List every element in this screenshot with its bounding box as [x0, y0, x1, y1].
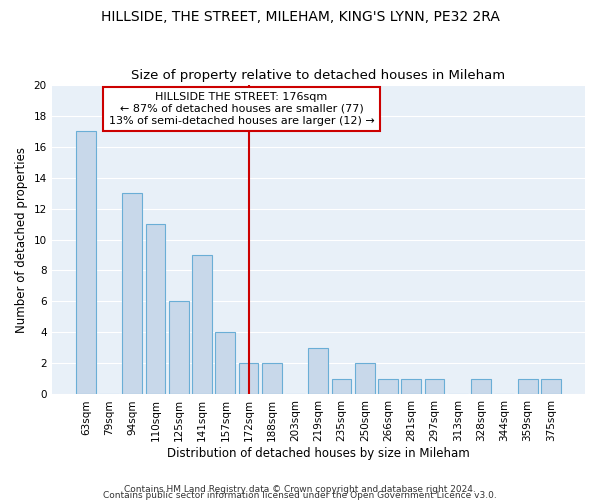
Bar [192, 255, 212, 394]
Bar [541, 379, 561, 394]
Bar [518, 379, 538, 394]
X-axis label: Distribution of detached houses by size in Mileham: Distribution of detached houses by size … [167, 447, 470, 460]
Bar [76, 131, 95, 394]
Text: Contains public sector information licensed under the Open Government Licence v3: Contains public sector information licen… [103, 492, 497, 500]
Bar [146, 224, 166, 394]
Bar [215, 332, 235, 394]
Y-axis label: Number of detached properties: Number of detached properties [15, 146, 28, 332]
Bar [355, 364, 375, 394]
Bar [332, 379, 352, 394]
Title: Size of property relative to detached houses in Mileham: Size of property relative to detached ho… [131, 69, 505, 82]
Bar [308, 348, 328, 395]
Bar [425, 379, 445, 394]
Bar [401, 379, 421, 394]
Text: HILLSIDE THE STREET: 176sqm
← 87% of detached houses are smaller (77)
13% of sem: HILLSIDE THE STREET: 176sqm ← 87% of det… [109, 92, 374, 126]
Bar [262, 364, 282, 394]
Bar [169, 302, 188, 394]
Bar [122, 193, 142, 394]
Bar [471, 379, 491, 394]
Bar [378, 379, 398, 394]
Bar [239, 364, 259, 394]
Text: Contains HM Land Registry data © Crown copyright and database right 2024.: Contains HM Land Registry data © Crown c… [124, 486, 476, 494]
Text: HILLSIDE, THE STREET, MILEHAM, KING'S LYNN, PE32 2RA: HILLSIDE, THE STREET, MILEHAM, KING'S LY… [101, 10, 499, 24]
